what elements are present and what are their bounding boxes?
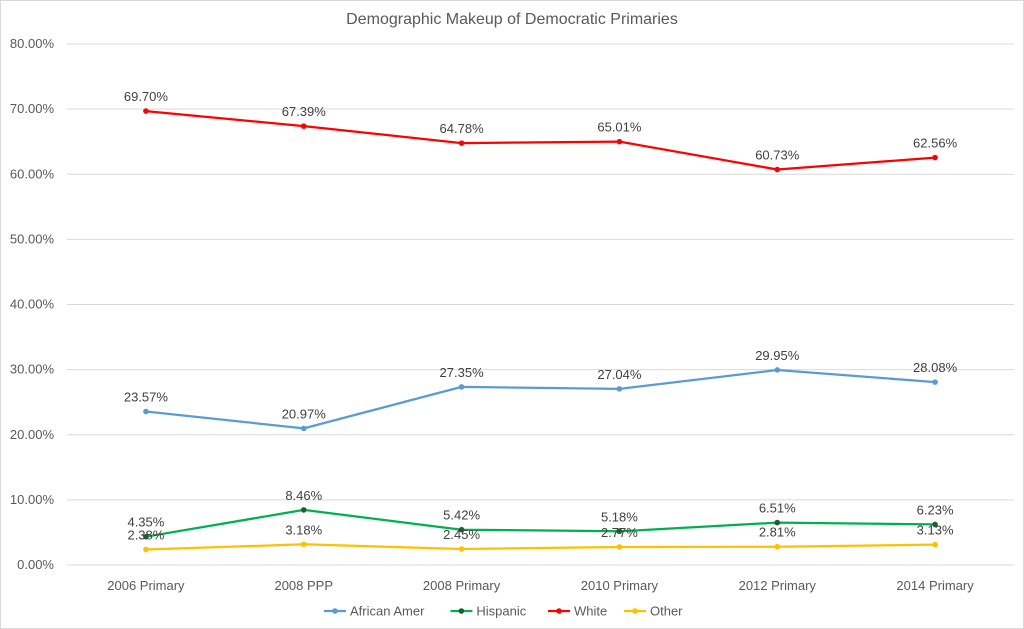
data-point [300, 507, 307, 513]
data-label: 27.35% [440, 365, 485, 380]
data-point [616, 386, 623, 392]
data-label: 5.18% [601, 509, 638, 524]
data-label: 2.77% [601, 525, 638, 540]
data-point [616, 138, 623, 145]
data-point [774, 543, 781, 550]
data-point [458, 526, 465, 533]
data-label: 2.38% [127, 528, 164, 543]
data-point [458, 384, 465, 390]
data-label: 28.08% [913, 360, 958, 375]
data-point [143, 408, 149, 415]
gridlines [67, 43, 1014, 566]
y-tick-label: 20.00% [10, 427, 55, 442]
data-point [143, 533, 149, 540]
legend: African Amer Hispanic White Other [324, 604, 683, 619]
data-point [616, 544, 623, 550]
y-tick-label: 50.00% [10, 231, 55, 246]
data-label: 23.57% [124, 390, 169, 405]
data-label: 2.45% [443, 527, 480, 542]
data-label: 29.95% [755, 348, 800, 363]
data-point [932, 541, 938, 548]
data-label: 8.46% [285, 488, 322, 503]
x-tick-label: 2008 Primary [423, 578, 501, 593]
data-point [932, 379, 938, 385]
legend-label: White [574, 604, 607, 619]
data-label: 2.81% [759, 525, 796, 540]
data-point [143, 546, 149, 553]
legend-item: Other [624, 604, 683, 619]
series-line [144, 368, 937, 430]
legend-label: Other [650, 604, 683, 619]
legend-label: Hispanic [476, 604, 526, 619]
data-point [774, 166, 781, 173]
legend-item: Hispanic [450, 604, 527, 619]
data-label: 65.01% [597, 120, 642, 135]
y-tick-label: 70.00% [10, 101, 55, 116]
y-tick-label: 10.00% [10, 492, 55, 507]
y-tick-label: 30.00% [10, 362, 55, 377]
data-point [300, 425, 307, 432]
data-label: 67.39% [282, 104, 327, 119]
data-point [458, 140, 465, 146]
data-label: 3.18% [285, 522, 322, 537]
chart-title: Demographic Makeup of Democratic Primari… [346, 11, 678, 28]
data-point [300, 541, 307, 548]
legend-marker [556, 608, 562, 614]
legend-item: White [548, 604, 607, 619]
data-point [774, 519, 781, 526]
data-point [616, 528, 623, 535]
data-label: 69.70% [124, 89, 169, 104]
data-label: 60.73% [755, 147, 800, 162]
x-tick-label: 2010 Primary [581, 578, 659, 593]
x-tick-label: 2014 Primary [896, 578, 974, 593]
data-label: 4.35% [127, 515, 164, 530]
data-point [300, 123, 307, 129]
x-tick-label: 2006 Primary [107, 578, 185, 593]
x-tick-label: 2008 PPP [274, 578, 333, 593]
data-label: 64.78% [440, 121, 485, 136]
legend-label: African Amer [350, 604, 425, 619]
y-tick-label: 60.00% [10, 166, 55, 181]
data-point [932, 521, 938, 528]
y-axis: 0.00% 10.00% 20.00% 30.00% 40.00% 50.00% 60.00… [10, 36, 55, 572]
legend-marker [332, 608, 338, 614]
series-lines [143, 108, 938, 553]
x-axis: 2006 Primary 2008 PPP 2008 Primary 2010 Pri… [107, 578, 974, 593]
data-label: 6.23% [917, 502, 954, 517]
legend-marker [632, 608, 638, 614]
data-labels: 23.57% 20.97% 27.35% 27.04% 29.95% 28.08% 4.35… [124, 89, 958, 542]
legend-marker [458, 608, 465, 614]
data-label: 3.13% [917, 523, 954, 538]
data-label: 62.56% [913, 136, 958, 151]
data-label: 27.04% [597, 367, 642, 382]
series-line [144, 109, 937, 171]
series-line [144, 543, 937, 551]
y-tick-label: 80.00% [10, 36, 55, 51]
data-point [932, 154, 938, 161]
series-line [144, 508, 937, 538]
legend-item: African Amer [324, 604, 425, 619]
data-point [774, 367, 781, 373]
data-point [143, 108, 149, 114]
data-label: 20.97% [282, 406, 327, 421]
y-tick-label: 0.00% [17, 557, 54, 572]
data-point [458, 546, 465, 552]
data-label: 5.42% [443, 508, 480, 523]
data-label: 6.51% [759, 501, 796, 516]
y-tick-label: 40.00% [10, 297, 55, 312]
x-tick-label: 2012 Primary [739, 578, 817, 593]
